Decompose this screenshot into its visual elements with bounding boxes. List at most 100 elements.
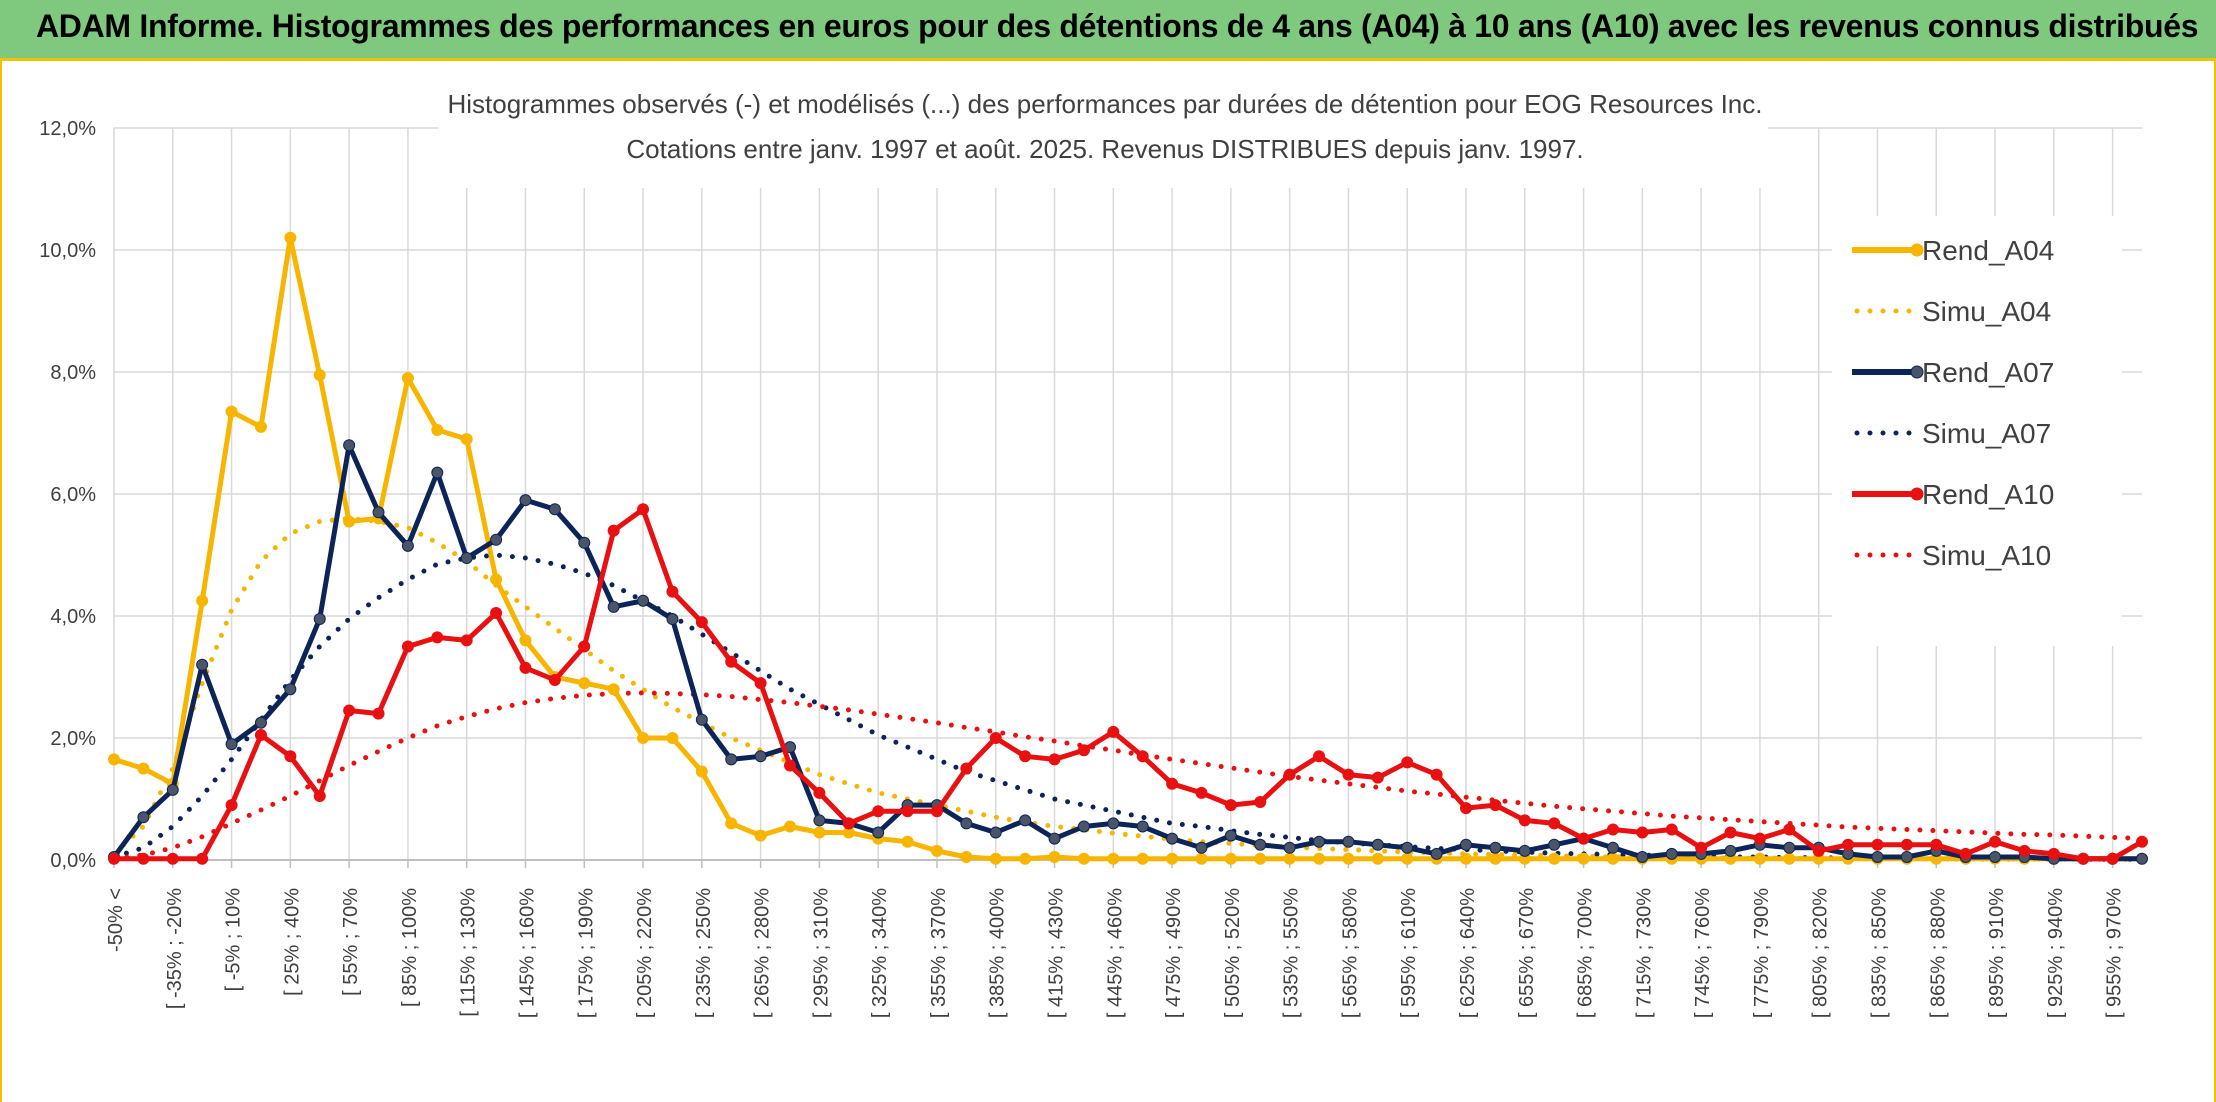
- rend-a10-legend-marker: [1910, 487, 1924, 501]
- rend-a10-point: [1254, 796, 1267, 809]
- rend-a10-point: [196, 852, 209, 865]
- y-axis-labels: 0,0% 2,0% 4,0% 6,0% 8,0% 10,0% 12,0%: [39, 118, 96, 872]
- rend-a10-point: [1548, 817, 1561, 830]
- chart-subtitle: Cotations entre janv. 1997 et août. 2025…: [626, 134, 1583, 164]
- rend-a10-point: [1401, 756, 1414, 769]
- rend-a07-point: [1489, 841, 1502, 854]
- rend-a04-point: [637, 732, 650, 744]
- rend-a10-point: [666, 585, 679, 598]
- rend-a10-point: [607, 524, 620, 537]
- rend-a07-point: [960, 817, 973, 830]
- rend-a10-point: [1460, 802, 1472, 815]
- x-tick-label: [ 235% ; 250%: [693, 888, 715, 1018]
- rend-a07-point: [607, 600, 620, 613]
- rend-a10-point: [1077, 744, 1090, 757]
- rend-a07-point: [1254, 838, 1267, 851]
- rend-a04-point: [1107, 852, 1120, 865]
- x-tick-label: [ -5% ; 10%: [223, 888, 245, 992]
- rend-a07-legend-marker: [1910, 365, 1924, 379]
- rend-a10-point: [2106, 852, 2119, 865]
- rend-a07-point: [166, 783, 179, 796]
- rend-a04-point: [196, 594, 209, 607]
- rend-a10-point: [1283, 768, 1296, 781]
- rend-a07-point: [1665, 847, 1678, 860]
- rend-a10-point: [490, 606, 503, 619]
- x-tick-label: [ 865% ; 880%: [1927, 888, 1949, 1018]
- rend-a07-point: [637, 594, 650, 607]
- rend-a07-point: [431, 466, 444, 479]
- rend-a10-point: [1313, 750, 1326, 763]
- rend-a10-point: [401, 640, 414, 653]
- x-tick-label: [ 115% ; 130%: [458, 888, 480, 1017]
- rend-a10-point: [725, 655, 738, 668]
- rend-a04-point: [666, 732, 679, 744]
- x-tick-label: [ 625% ; 640%: [1457, 888, 1479, 1018]
- rend-a10-point: [1900, 838, 1913, 851]
- chart-title: Histogrammes observés (-) et modélisés (…: [447, 89, 1762, 119]
- rend-a10-point: [372, 707, 385, 720]
- rend-a10-point: [1959, 847, 1972, 860]
- rend-a10-point: [1195, 786, 1208, 799]
- simu-a10-legend-label: Simu_A10: [1922, 540, 2051, 571]
- histogram-chart: 0,0% 2,0% 4,0% 6,0% 8,0% 10,0% 12,0% -50% < [ -…: [39, 78, 2148, 1018]
- rend-a04-point: [108, 753, 120, 766]
- rend-a07-line: [111, 442, 2142, 862]
- y-tick-label: 4,0%: [50, 606, 96, 628]
- rend-a07-point: [1900, 850, 1913, 863]
- rend-a04-point: [901, 835, 914, 848]
- x-tick-label: [ 25% ; 40%: [281, 888, 303, 996]
- rend-a10-point: [1107, 725, 1120, 738]
- rend-a07-point: [754, 750, 767, 763]
- rend-a04-point: [1224, 852, 1237, 865]
- rend-a07-point: [1724, 844, 1737, 857]
- rend-a10-point: [1989, 835, 2002, 848]
- rend-a10-point: [2077, 852, 2090, 865]
- rend-a07-point: [490, 533, 503, 546]
- rend-a10-legend-label: Rend_A10: [1922, 479, 2054, 510]
- x-tick-label: [ 535% ; 550%: [1281, 888, 1303, 1018]
- x-tick-label: [ 505% ; 520%: [1222, 888, 1244, 1018]
- rend-a10-point: [1518, 814, 1531, 827]
- rend-a07-point: [225, 738, 238, 751]
- rend-a04-point: [1577, 852, 1590, 865]
- rend-a04-point: [1136, 852, 1149, 865]
- rend-a04-point: [490, 573, 503, 586]
- x-tick-label: [ 745% ; 760%: [1692, 888, 1714, 1018]
- rend-a10-point: [225, 799, 238, 812]
- x-axis-labels: -50% < [ -35% ; -20% [ -5% ; 10% [ 25% ; 40…: [105, 888, 2126, 1018]
- rend-a07-point: [1518, 844, 1531, 857]
- report-banner: ADAM Informe. Histogrammes des performan…: [0, 0, 2216, 61]
- x-tick-label: [ 325% ; 340%: [869, 888, 891, 1018]
- x-tick-label: [ 565% ; 580%: [1339, 888, 1361, 1018]
- rend-a10-line: [114, 506, 2144, 862]
- rend-a07-point: [989, 826, 1002, 839]
- x-tick-label: [ -35% ; -20%: [164, 888, 186, 1009]
- rend-a10-point: [284, 750, 297, 763]
- rend-a10-point: [1783, 823, 1796, 836]
- rend-a04-point: [960, 850, 973, 863]
- rend-a10-point: [2018, 844, 2031, 857]
- rend-a10-point: [784, 759, 796, 772]
- rend-a07-point: [548, 503, 561, 516]
- rend-a04-point: [1548, 852, 1561, 865]
- rend-a04-point: [1460, 852, 1472, 865]
- x-tick-label: [ 715% ; 730%: [1633, 888, 1655, 1018]
- rend-a07-point: [1606, 841, 1619, 854]
- rend-a04-point: [1195, 852, 1208, 865]
- rend-a10-point: [1842, 838, 1855, 851]
- rend-a10-point: [108, 852, 120, 865]
- rend-a04-point: [813, 826, 826, 839]
- rend-a07-point: [254, 716, 267, 729]
- x-tick-label: [ 925% ; 940%: [2045, 888, 2067, 1018]
- rend-a10-point: [431, 631, 444, 644]
- rend-a10-point: [343, 704, 356, 717]
- rend-a10-point: [2136, 835, 2148, 848]
- rend-a07-point: [1783, 841, 1796, 854]
- x-tick-label: [ 145% ; 160%: [516, 888, 538, 1018]
- legend-backdrop: [1832, 216, 2122, 646]
- rend-a07-point: [1136, 820, 1149, 833]
- x-tick-label: [ 475% ; 490%: [1163, 888, 1185, 1018]
- rend-a04-point: [1048, 850, 1061, 863]
- rend-a10-point: [1577, 832, 1590, 845]
- rend-a04-line: [113, 235, 2142, 862]
